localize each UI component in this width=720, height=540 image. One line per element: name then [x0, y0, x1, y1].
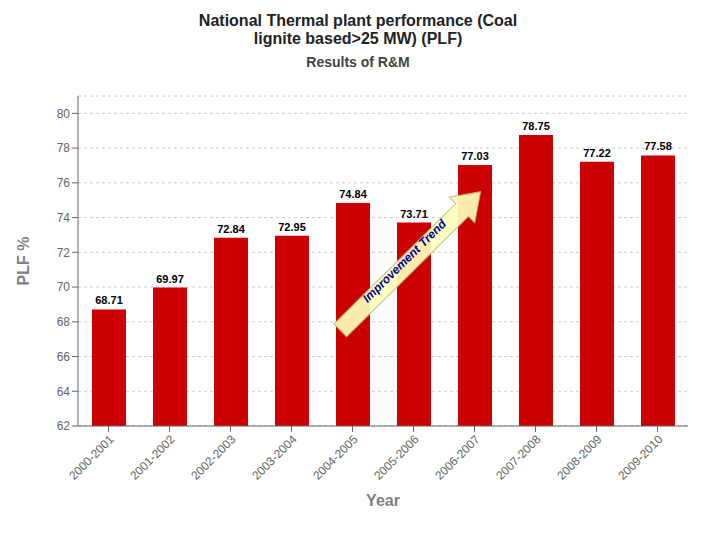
svg-text:70: 70 — [57, 280, 71, 294]
svg-text:2000-2001: 2000-2001 — [66, 432, 117, 483]
svg-text:2002-2003: 2002-2003 — [188, 432, 239, 483]
svg-text:78: 78 — [57, 141, 71, 155]
svg-text:66: 66 — [57, 350, 71, 364]
svg-text:Year: Year — [366, 492, 400, 506]
html-text:National Thermal plant perform: National Thermal plant performance (Coal… — [198, 12, 518, 47]
svg-text:74.84: 74.84 — [339, 188, 367, 200]
svg-text:Improvement Trend: Improvement Trend — [360, 216, 450, 305]
svg-text:2004-2005: 2004-2005 — [310, 432, 361, 483]
svg-text:72.95: 72.95 — [278, 221, 306, 233]
svg-text:2009-2010: 2009-2010 — [615, 432, 666, 483]
svg-text:74: 74 — [57, 211, 71, 225]
svg-text:2008-2009: 2008-2009 — [554, 432, 605, 483]
svg-text:62: 62 — [57, 419, 71, 433]
svg-text:PLF %: PLF % — [15, 237, 32, 286]
svg-text:77.03: 77.03 — [461, 150, 489, 162]
svg-text:72.84: 72.84 — [217, 223, 245, 235]
svg-text:69.97: 69.97 — [156, 273, 184, 285]
svg-text:64: 64 — [57, 385, 71, 399]
svg-text:2001-2002: 2001-2002 — [127, 432, 178, 483]
svg-text:80: 80 — [57, 107, 71, 121]
svg-text:76: 76 — [57, 176, 71, 190]
svg-text:78.75: 78.75 — [522, 120, 550, 132]
svg-text:2007-2008: 2007-2008 — [493, 432, 544, 483]
html-text:Results of R&M: Results of R&M — [306, 54, 410, 70]
svg-text:77.22: 77.22 — [583, 147, 611, 159]
svg-text:68.71: 68.71 — [95, 294, 123, 306]
svg-text:77.58: 77.58 — [644, 140, 672, 152]
svg-text:2005-2006: 2005-2006 — [371, 432, 422, 483]
svg-text:2003-2004: 2003-2004 — [249, 432, 300, 483]
svg-text:2006-2007: 2006-2007 — [432, 432, 483, 483]
svg-text:68: 68 — [57, 315, 71, 329]
svg-text:73.71: 73.71 — [400, 208, 428, 220]
svg-text:72: 72 — [57, 246, 71, 260]
